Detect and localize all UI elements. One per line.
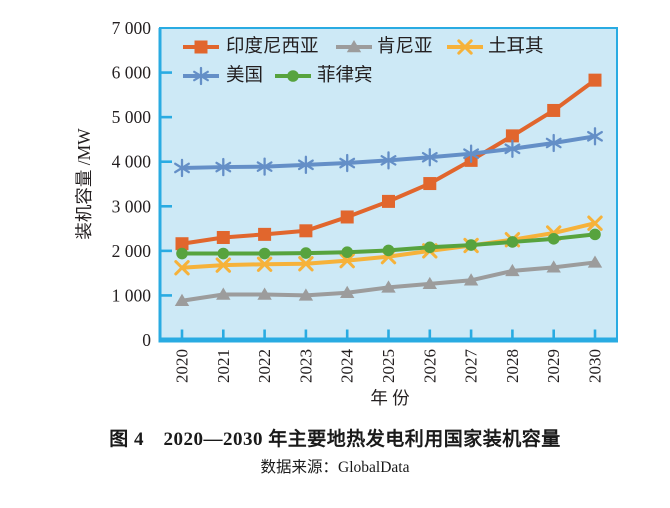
y-axis: 0 1 000 2 000 3 000 4 000 5 000 6 000 7 000 装机容量… xyxy=(74,18,172,350)
legend-label: 土耳其 xyxy=(488,36,544,57)
x-tick-label: 2027 xyxy=(462,349,481,384)
x-tick-label: 2025 xyxy=(379,349,398,383)
y-tick-label: 2 000 xyxy=(112,241,152,261)
legend-item: 肯尼亚 xyxy=(336,36,433,57)
legend-item: 美国 xyxy=(183,65,263,86)
figure-caption: 图 4 2020—2030 年主要地热发电利用国家装机容量 xyxy=(109,429,561,450)
series-triangle xyxy=(174,255,603,306)
legend-item: 土耳其 xyxy=(447,36,544,57)
x-axis: 2020 2021 2022 2023 2024 2025 2026 2027 2028 2029… xyxy=(173,329,605,408)
legend-item: 菲律宾 xyxy=(275,65,373,86)
x-tick-label: 2030 xyxy=(586,349,605,383)
y-axis-title: 装机容量 /MW xyxy=(74,128,94,240)
legend-label: 美国 xyxy=(226,65,263,86)
y-tick-label: 6 000 xyxy=(112,63,152,83)
x-tick-label: 2020 xyxy=(173,349,192,383)
x-tick-label: 2022 xyxy=(255,349,274,383)
x-tick-label: 2023 xyxy=(296,349,315,383)
y-tick-label: 0 xyxy=(142,330,151,350)
x-tick-label: 2028 xyxy=(503,349,522,383)
x-tick-label: 2026 xyxy=(420,349,439,383)
legend-label: 菲律宾 xyxy=(317,65,373,86)
series-asterisk xyxy=(174,127,603,178)
x-tick-label: 2021 xyxy=(214,349,233,383)
legend-label: 肯尼亚 xyxy=(377,36,433,57)
y-tick-label: 1 000 xyxy=(112,285,152,305)
y-tick-label: 3 000 xyxy=(112,196,152,216)
series-circle xyxy=(176,228,601,260)
x-axis-title: 年 份 xyxy=(370,388,409,408)
legend-item: 印度尼西亚 xyxy=(183,36,319,57)
chart-svg: 0 1 000 2 000 3 000 4 000 5 000 6 000 7 000 装机容量… xyxy=(74,18,618,408)
y-tick-label: 5 000 xyxy=(112,107,152,127)
x-tick-label: 2024 xyxy=(338,349,357,384)
y-tick-label: 7 000 xyxy=(112,18,152,38)
chart-area: 0 1 000 2 000 3 000 4 000 5 000 6 000 7 000 装机容量… xyxy=(74,18,618,408)
x-tick-label: 2029 xyxy=(544,349,563,383)
figure-source: 数据来源：GlobalData xyxy=(260,459,410,476)
y-tick-label: 4 000 xyxy=(112,152,152,172)
legend-label: 印度尼西亚 xyxy=(226,36,319,57)
